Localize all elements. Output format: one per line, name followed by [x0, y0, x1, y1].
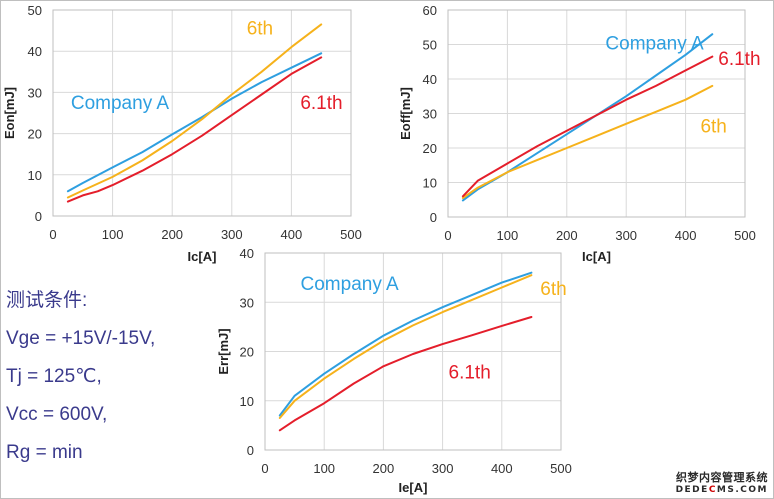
eon-ytick-label: 30	[28, 85, 42, 100]
eon-xtick-label: 100	[102, 227, 124, 242]
watermark-line1: 织梦内容管理系统	[676, 471, 768, 484]
eoff-annotation-company-a: Company A	[605, 34, 704, 55]
watermark-line2-post: MS.COM	[716, 485, 768, 495]
eon-xlabel: Ic[A]	[188, 249, 217, 264]
err-ytick-label: 20	[240, 345, 254, 360]
eon-ylabel: Eon[mJ]	[2, 87, 17, 139]
eon-xtick-label: 200	[161, 227, 183, 242]
eon-xtick-label: 0	[49, 227, 56, 242]
err-xtick-label: 100	[313, 461, 335, 476]
condition-vcc: Vcc = 600V,	[6, 404, 108, 425]
err-ytick-label: 10	[240, 394, 254, 409]
eoff-annotation-6th: 6th	[700, 116, 726, 137]
eoff-ytick-label: 40	[423, 72, 437, 87]
err-ytick-label: 30	[240, 295, 254, 310]
eoff-series-6-1th	[461, 55, 714, 198]
err-xtick-label: 200	[373, 461, 395, 476]
err-xtick-label: 0	[261, 461, 268, 476]
err-xtick-label: 300	[432, 461, 454, 476]
err-xtick-label: 400	[491, 461, 513, 476]
eoff-series-6th	[461, 84, 714, 199]
eon-xtick-label: 400	[281, 227, 303, 242]
watermark-line2-red: C	[708, 485, 717, 495]
eoff-ytick-label: 0	[430, 210, 437, 225]
eon-ytick-label: 10	[28, 168, 42, 183]
eoff-ytick-label: 60	[423, 3, 437, 18]
eoff-xtick-label: 500	[734, 228, 756, 243]
condition-vge: Vge = +15V/-15V,	[6, 328, 156, 349]
err-annotation-6-1th: 6.1th	[449, 363, 491, 384]
watermark: 织梦内容管理系统 DEDECMS.COM	[676, 469, 768, 495]
eoff-ytick-label: 10	[423, 176, 437, 191]
eon-annotation-company-a: Company A	[71, 93, 170, 114]
err-plot-area	[264, 252, 562, 451]
condition-rg: Rg = min	[6, 442, 83, 463]
err-xtick-label: 500	[550, 461, 572, 476]
eon-xtick-label: 500	[340, 227, 362, 242]
eoff-ytick-label: 20	[423, 141, 437, 156]
eon-plot-area	[52, 9, 352, 217]
err-annotation-company-a: Company A	[301, 274, 400, 295]
condition-tj: Tj = 125℃,	[6, 366, 102, 387]
eon-series-6-1th	[66, 56, 323, 203]
eoff-plot-area	[447, 9, 746, 218]
eoff-xtick-label: 200	[556, 228, 578, 243]
eon-ytick-label: 50	[28, 3, 42, 18]
eoff-ytick-label: 30	[423, 107, 437, 122]
err-ylabel: Err[mJ]	[216, 328, 231, 374]
err-xlabel: Ie[A]	[399, 480, 428, 495]
watermark-line2: DEDECMS.COM	[676, 485, 768, 495]
eon-annotation-6th: 6th	[247, 19, 273, 40]
conditions-title: 测试条件:	[6, 290, 88, 311]
test-conditions: 测试条件: Vge = +15V/-15V, Tj = 125℃, Vcc = …	[6, 282, 155, 472]
err-ytick-label: 0	[247, 443, 254, 458]
eon-series-6th	[66, 23, 323, 199]
err-annotation-6th: 6th	[540, 279, 566, 300]
eoff-xtick-label: 0	[444, 228, 451, 243]
eoff-xlabel: Ic[A]	[582, 249, 611, 264]
watermark-line2-pre: DEDE	[675, 485, 709, 495]
eoff-xtick-label: 100	[497, 228, 519, 243]
eon-series-company-a	[66, 52, 323, 193]
eon-ytick-label: 20	[28, 127, 42, 142]
eon-xtick-label: 300	[221, 227, 243, 242]
eoff-xtick-label: 300	[615, 228, 637, 243]
eoff-xtick-label: 400	[675, 228, 697, 243]
err-ytick-label: 40	[240, 246, 254, 261]
eoff-ylabel: Eoff[mJ]	[398, 87, 413, 140]
eoff-annotation-6-1th: 6.1th	[718, 49, 760, 70]
err-series-6-1th	[278, 316, 533, 432]
err-series-6th	[278, 274, 533, 419]
eon-ytick-label: 0	[35, 209, 42, 224]
eon-annotation-6-1th: 6.1th	[300, 93, 342, 114]
eon-ytick-label: 40	[28, 44, 42, 59]
eoff-ytick-label: 50	[423, 38, 437, 53]
err-series-company-a	[278, 271, 533, 417]
